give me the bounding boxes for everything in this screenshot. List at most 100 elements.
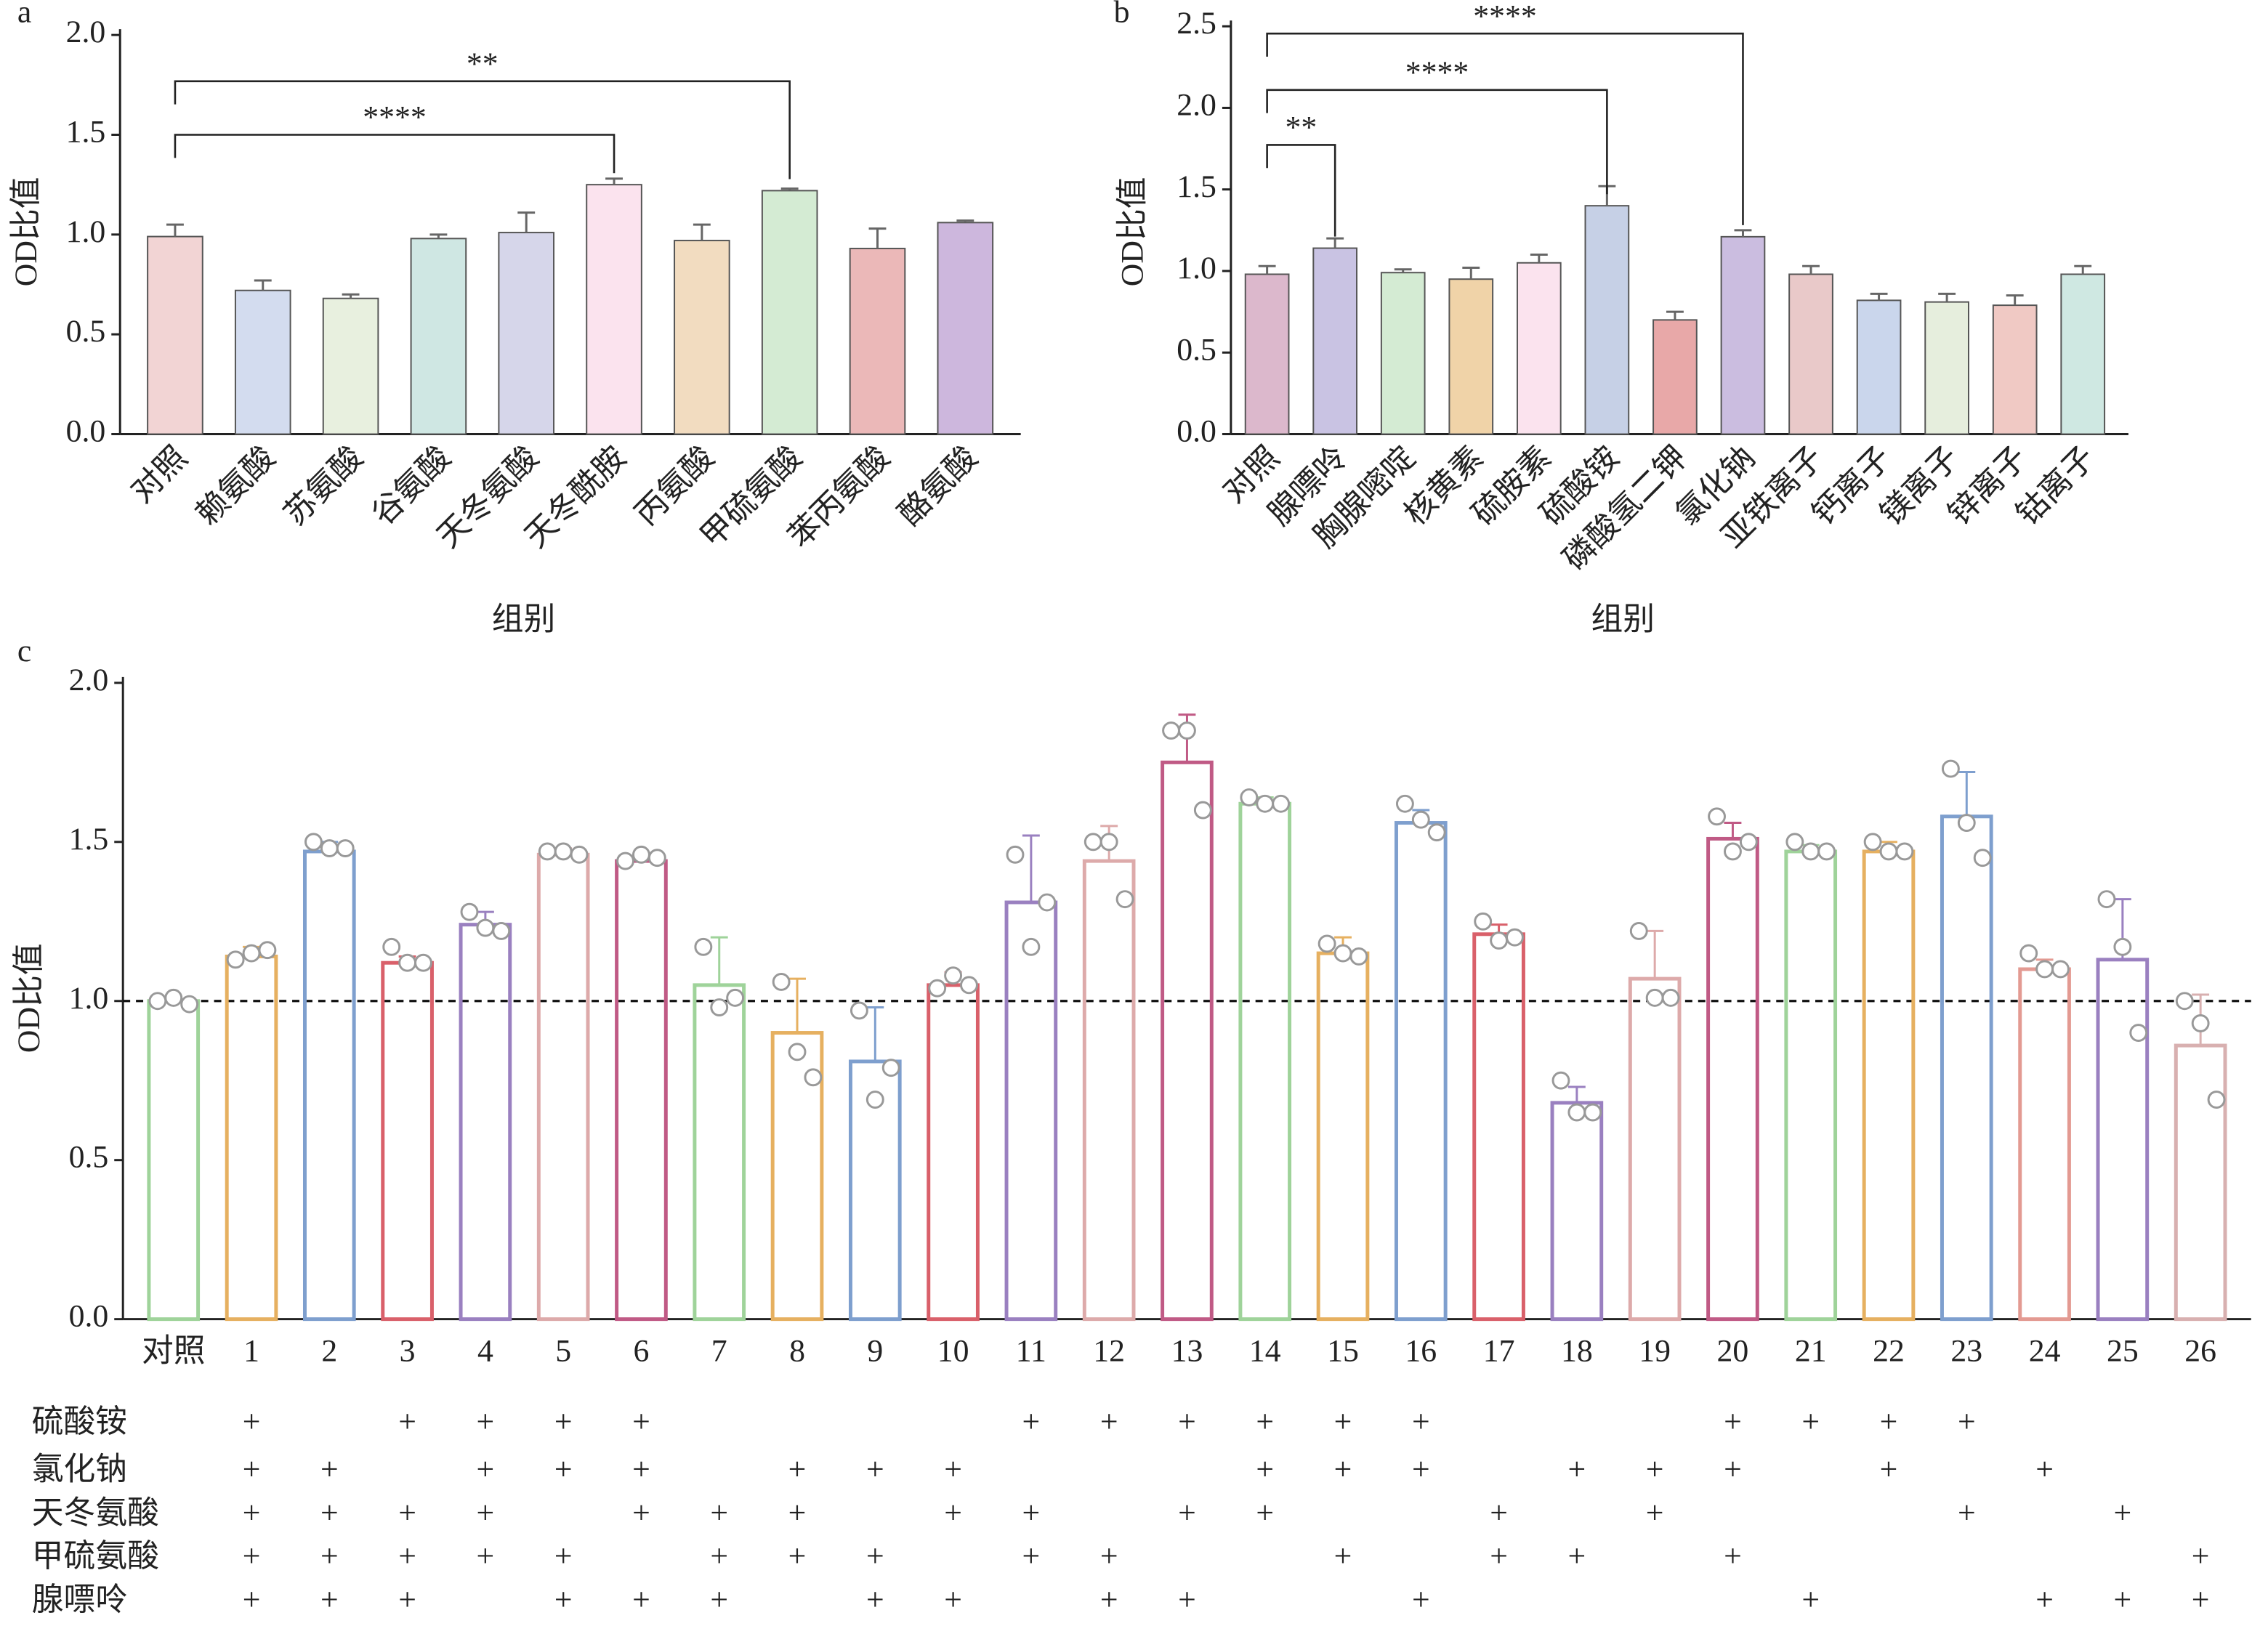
treatment-mark: +: [632, 1452, 650, 1487]
bar: [761, 190, 818, 435]
treatment-mark: +: [1178, 1404, 1196, 1439]
treatment-mark: +: [788, 1539, 807, 1574]
bar: [1584, 205, 1630, 435]
y-tick-label: 0.0: [66, 414, 106, 449]
data-point: [148, 992, 167, 1011]
data-point: [1349, 947, 1368, 966]
x-tick-label: 19: [1639, 1333, 1671, 1368]
treatment-mark: +: [243, 1404, 261, 1439]
x-tick-label: 5: [555, 1333, 571, 1368]
data-point: [2113, 937, 2132, 956]
treatment-mark: +: [243, 1539, 261, 1574]
bar: [615, 859, 668, 1322]
x-tick-label: 9: [867, 1333, 883, 1368]
significance-bracket: [174, 134, 616, 174]
treatment-mark: +: [1880, 1452, 1898, 1487]
data-point: [2207, 1091, 2226, 1109]
bar: [1992, 304, 2038, 435]
data-point: [1785, 833, 1804, 852]
treatment-mark: +: [1256, 1452, 1274, 1487]
treatment-mark: +: [710, 1495, 728, 1530]
data-point: [2175, 992, 2194, 1011]
treatment-mark: +: [2035, 1582, 2054, 1617]
treatment-mark: +: [710, 1582, 728, 1617]
bar: [322, 297, 379, 435]
data-point: [414, 953, 432, 972]
treatment-mark: +: [632, 1495, 650, 1530]
data-point: [1474, 912, 1493, 931]
data-point: [1083, 833, 1102, 852]
y-axis-label: OD比值: [1115, 177, 1150, 286]
data-point: [1567, 1103, 1586, 1122]
x-tick-label: 17: [1483, 1333, 1515, 1368]
bar: [937, 222, 994, 435]
y-axis-label: OD比值: [12, 943, 47, 1053]
data-point: [1583, 1103, 1602, 1122]
data-point: [804, 1068, 823, 1087]
data-point: [1022, 937, 1041, 956]
treatment-mark: +: [477, 1452, 495, 1487]
data-point: [1115, 890, 1134, 909]
bar: [1516, 262, 1562, 435]
data-point: [336, 839, 355, 858]
x-tick-label: 14: [1249, 1333, 1281, 1368]
treatment-mark: +: [1178, 1582, 1196, 1617]
data-point: [710, 998, 729, 1016]
treatment-mark: +: [2192, 1582, 2210, 1617]
data-point: [1506, 928, 1524, 947]
treatment-mark: +: [320, 1539, 339, 1574]
data-point: [1395, 794, 1414, 813]
data-point: [398, 953, 417, 972]
bar: [1004, 900, 1058, 1322]
row-label: 硫酸铵: [32, 1404, 127, 1439]
data-point: [1817, 842, 1836, 861]
data-point: [320, 839, 339, 858]
data-point: [1256, 794, 1275, 813]
row-label: 甲硫氨酸: [32, 1539, 159, 1574]
data-point: [1863, 833, 1882, 852]
x-tick-label: 11: [1016, 1333, 1046, 1368]
row-label: 天冬氨酸: [32, 1495, 159, 1530]
x-tick-label: 酪氨酸: [892, 440, 985, 533]
bar: [1940, 814, 1993, 1322]
x-tick-label: 18: [1561, 1333, 1593, 1368]
data-point: [1973, 849, 1992, 867]
x-tick-label: 1: [243, 1333, 259, 1368]
treatment-mark: +: [1334, 1452, 1352, 1487]
bar: [498, 232, 555, 435]
bar: [1238, 801, 1292, 1322]
data-point: [960, 976, 978, 995]
treatment-mark: +: [1412, 1452, 1430, 1487]
treatment-mark: +: [1880, 1404, 1898, 1439]
data-point: [2051, 960, 2070, 979]
x-tick-label: 10: [937, 1333, 969, 1368]
treatment-mark: +: [398, 1495, 416, 1530]
x-tick-label: 8: [789, 1333, 805, 1368]
y-tick-label: 0.5: [69, 1140, 109, 1175]
x-tick-label: 2: [321, 1333, 337, 1368]
x-tick-label: 15: [1327, 1333, 1359, 1368]
x-tick-label: 赖氨酸: [190, 440, 282, 533]
treatment-mark: +: [243, 1495, 261, 1530]
bar: [674, 240, 730, 435]
data-point: [538, 842, 557, 861]
x-tick-label: 7: [711, 1333, 727, 1368]
data-point: [694, 937, 713, 956]
treatment-mark: +: [398, 1582, 416, 1617]
treatment-mark: +: [243, 1582, 261, 1617]
bar: [1550, 1101, 1604, 1322]
y-tick-label: 2.5: [1177, 6, 1216, 41]
bar: [459, 923, 512, 1322]
data-point: [180, 995, 199, 1014]
data-point: [1178, 721, 1196, 740]
y-tick-label: 1.0: [69, 981, 109, 1016]
data-point: [1723, 842, 1742, 861]
bar: [1788, 273, 1833, 435]
x-tick-label: 22: [1873, 1333, 1905, 1368]
data-point: [242, 944, 261, 963]
bar: [1628, 976, 1682, 1322]
y-tick-label: 1.5: [1177, 169, 1216, 204]
treatment-mark: +: [477, 1539, 495, 1574]
y-tick-label: 2.0: [69, 663, 109, 697]
data-point: [881, 1059, 900, 1077]
